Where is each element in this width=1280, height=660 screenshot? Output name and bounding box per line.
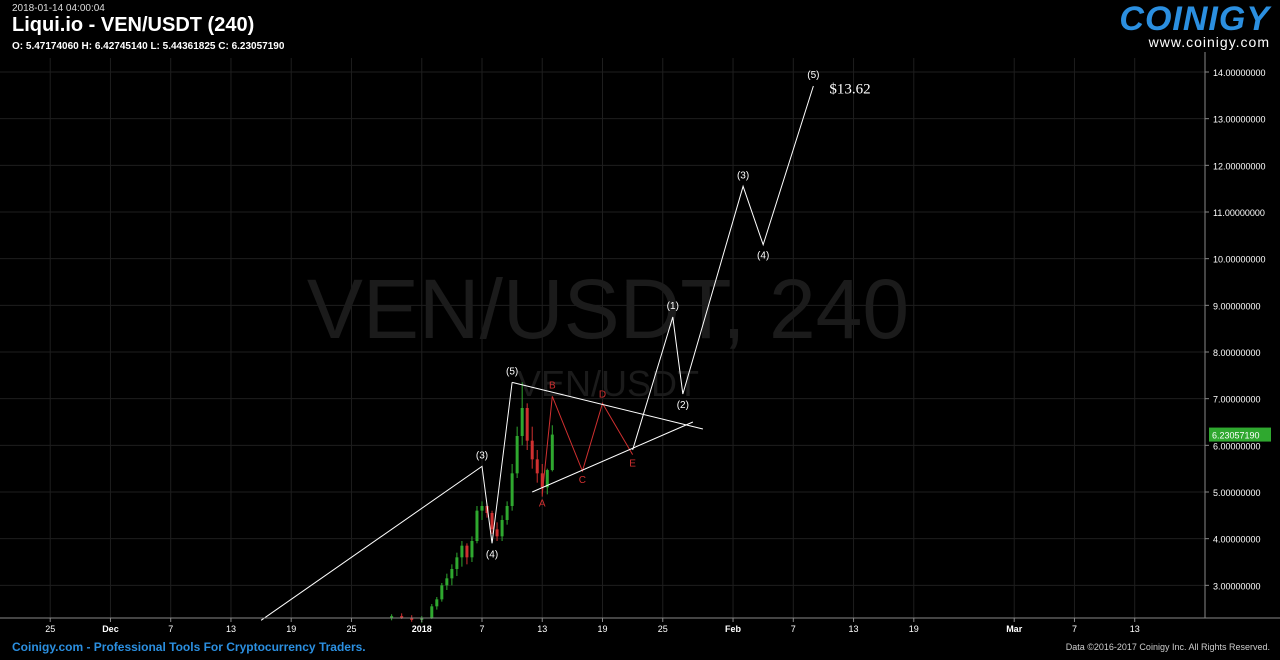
candle-body (390, 616, 394, 618)
candle-body (545, 470, 549, 488)
price-target-label: $13.62 (829, 82, 870, 98)
x-tick-label: 13 (537, 624, 547, 634)
candle-body (520, 408, 524, 436)
wave-label: B (549, 380, 556, 391)
y-tick-label: 13.00000000 (1213, 115, 1266, 125)
x-tick-label: 13 (226, 624, 236, 634)
wave-labels: (3) (4) (5) A B C D E (1) (2) (3) (4) (5) $13.62 (476, 70, 871, 560)
candle-body (495, 529, 499, 537)
x-tick-label: 7 (168, 624, 173, 634)
y-tick-label: 3.00000000 (1213, 581, 1261, 591)
y-tick-label: 4.00000000 (1213, 535, 1261, 545)
candle-body (485, 506, 489, 513)
candle-body (400, 616, 404, 618)
x-tick-label: Dec (102, 624, 119, 634)
watermark-large: VEN/USDT, 240 (307, 262, 909, 356)
candle-body (540, 473, 544, 488)
wave-label: C (579, 475, 586, 486)
candle-body (510, 473, 514, 506)
x-tick-label: 13 (849, 624, 859, 634)
y-tick-label: 14.00000000 (1213, 68, 1266, 78)
footer-tagline[interactable]: Coinigy.com - Professional Tools For Cry… (12, 640, 366, 654)
watermark-small: VEN/USDT (517, 363, 699, 404)
logo-wordmark: COINIGY (1119, 0, 1270, 38)
x-tick-label: 25 (658, 624, 668, 634)
y-tick-label: 9.00000000 (1213, 301, 1261, 311)
candle-body (490, 513, 494, 530)
candle-body (410, 618, 414, 620)
ohlc-readout: O: 5.47174060 H: 6.42745140 L: 5.4436182… (12, 41, 285, 52)
candle-body (515, 436, 519, 474)
wave-drawings (260, 85, 814, 621)
y-tick-label: 7.00000000 (1213, 395, 1261, 405)
candle-body (445, 578, 449, 586)
candle-body (525, 408, 529, 441)
candle-body (455, 557, 459, 569)
y-tick-label: 12.00000000 (1213, 161, 1266, 171)
triangle-trend-line (532, 421, 694, 493)
candle-body (535, 459, 539, 474)
x-tick-label: 25 (346, 624, 356, 634)
candle-body (550, 434, 554, 471)
candle-body (470, 541, 474, 558)
wave-label: (4) (757, 251, 769, 262)
last-price-box (1209, 427, 1271, 442)
wave-label: (1) (667, 301, 679, 312)
wave-label: (3) (476, 450, 488, 461)
chart-grid (0, 58, 1205, 618)
x-tick-label: 7 (791, 624, 796, 634)
chart-title: Liqui.io - VEN/USDT (240) (12, 14, 255, 36)
y-tick-label: 8.00000000 (1213, 348, 1261, 358)
wave-label: (4) (486, 549, 498, 560)
last-price-tag: 6.23057190 (1209, 427, 1271, 442)
candle-body (435, 599, 439, 607)
candle-body (430, 606, 434, 618)
candle-body (475, 510, 479, 541)
y-tick-label: 11.00000000 (1213, 208, 1265, 218)
x-tick-label: 7 (1072, 624, 1077, 634)
candle-body (480, 506, 484, 511)
chart-timestamp: 2018-01-14 04:00:04 (12, 3, 105, 14)
candle-body (450, 569, 454, 579)
wave-label: (3) (737, 170, 749, 181)
candle-body (530, 440, 534, 460)
x-tick-label: 2018 (412, 624, 432, 634)
wave-line (632, 85, 814, 451)
wave-label: D (599, 389, 606, 400)
wave-label: E (629, 459, 636, 470)
x-tick-label: 13 (1130, 624, 1140, 634)
y-tick-label: 6.00000000 (1213, 441, 1261, 451)
wave-label: (2) (677, 400, 689, 411)
y-tick-label: 10.00000000 (1213, 255, 1266, 265)
x-tick-label: 19 (597, 624, 607, 634)
y-tick-label: 5.00000000 (1213, 488, 1261, 498)
candle-body (500, 520, 504, 537)
candle-body (465, 545, 469, 558)
x-tick-label: 19 (286, 624, 296, 634)
y-axis: 3.00000000 4.00000000 5.00000000 6.00000000… (1204, 52, 1266, 618)
x-axis: 25 Dec 7 13 19 25 2018 7 13 19 25 Feb 7 13 19 Mar 7 13 (0, 617, 1280, 634)
coinigy-logo[interactable]: COINIGY www.coinigy.com (1119, 2, 1270, 50)
candlestick-series (390, 382, 554, 623)
last-price-label: 6.23057190 (1212, 431, 1260, 441)
wave-label: (5) (807, 70, 819, 81)
wave-label: A (539, 498, 546, 509)
wave-line (541, 396, 634, 495)
x-tick-label: 25 (45, 624, 55, 634)
triangle-trend-line (512, 381, 704, 430)
wave-line (260, 382, 513, 621)
candle-body (460, 545, 464, 558)
candle-body (505, 506, 509, 520)
x-tick-label: 19 (909, 624, 919, 634)
wave-label: (5) (506, 366, 518, 377)
x-tick-label: Feb (725, 624, 742, 634)
x-tick-label: Mar (1006, 624, 1023, 634)
logo-url: www.coinigy.com (1148, 34, 1270, 50)
candle-body (440, 585, 444, 600)
footer-copyright: Data ©2016-2017 Coinigy Inc. All Rights … (1065, 642, 1270, 652)
x-tick-label: 7 (479, 624, 484, 634)
